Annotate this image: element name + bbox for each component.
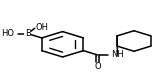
Text: HO: HO <box>1 29 14 38</box>
Text: NH: NH <box>112 50 124 59</box>
Text: OH: OH <box>35 23 48 32</box>
Text: B: B <box>25 29 31 38</box>
Text: O: O <box>94 62 101 72</box>
